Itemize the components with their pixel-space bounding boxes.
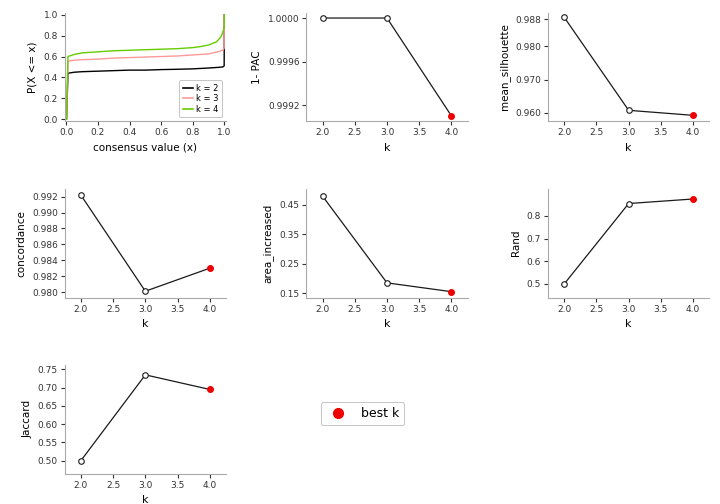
X-axis label: k: k (142, 319, 148, 329)
X-axis label: k: k (142, 495, 148, 504)
Y-axis label: area_increased: area_increased (263, 204, 274, 283)
Legend: k = 2, k = 3, k = 4: k = 2, k = 3, k = 4 (179, 80, 222, 117)
Legend: best k: best k (320, 402, 404, 425)
Y-axis label: 1- PAC: 1- PAC (252, 50, 262, 84)
X-axis label: consensus value (x): consensus value (x) (94, 143, 197, 153)
Y-axis label: Jaccard: Jaccard (22, 400, 32, 438)
Y-axis label: Rand: Rand (511, 230, 521, 257)
X-axis label: k: k (384, 319, 390, 329)
Y-axis label: mean_silhouette: mean_silhouette (499, 24, 510, 110)
X-axis label: k: k (626, 319, 632, 329)
Y-axis label: P(X <= x): P(X <= x) (28, 41, 38, 93)
Y-axis label: concordance: concordance (17, 210, 27, 277)
X-axis label: k: k (626, 143, 632, 153)
X-axis label: k: k (384, 143, 390, 153)
